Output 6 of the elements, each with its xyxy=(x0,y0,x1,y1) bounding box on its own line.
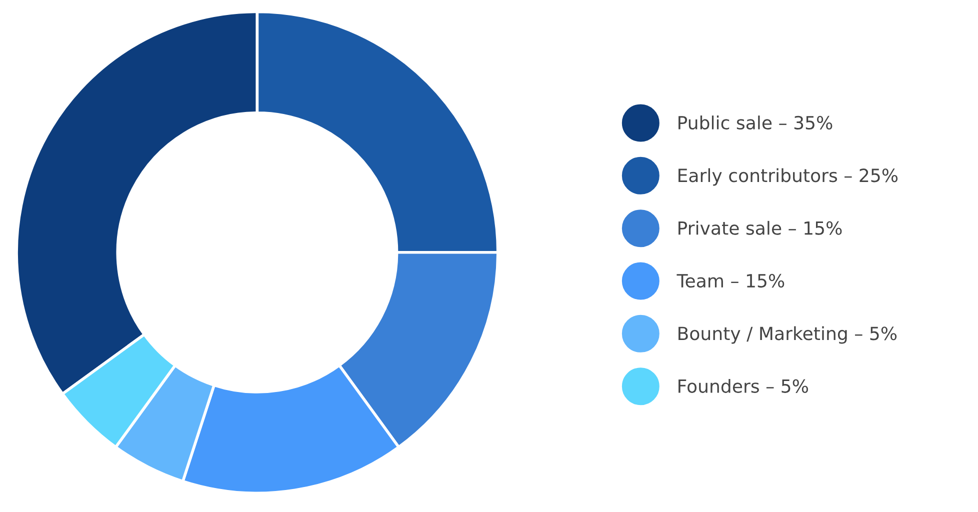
legend-label: Private sale – 15% xyxy=(678,220,842,235)
legend-label: Team – 15% xyxy=(676,274,784,288)
legend-label: Bounty / Marketing – 5% xyxy=(678,326,897,344)
legend-label: Early contributors – 25% xyxy=(678,168,898,186)
legend-label: Founders – 5% xyxy=(678,378,808,393)
legend-label: Public sale – 35% xyxy=(678,116,832,130)
